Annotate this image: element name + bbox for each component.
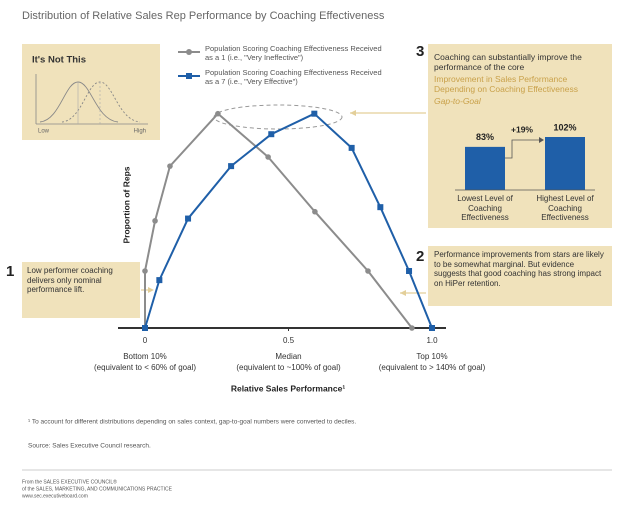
bar — [545, 137, 585, 190]
callout-number: 1 — [6, 263, 14, 280]
x-tick-note: (equivalent to < 60% of goal) — [94, 363, 196, 372]
point — [265, 154, 271, 160]
value-label: 83% — [476, 132, 494, 142]
point — [268, 131, 275, 138]
arrow-head — [400, 290, 406, 296]
x-tick-label: 1.0 — [426, 336, 438, 345]
x-tick-note: Median — [275, 352, 301, 361]
callout-text: Low performer coaching delivers only nom… — [27, 266, 113, 295]
legend-swatch — [186, 49, 192, 55]
peak-highlight — [213, 104, 343, 130]
legend-label: Population Scoring Coaching Effectivenes… — [205, 68, 382, 86]
page-title: Distribution of Relative Sales Rep Perfo… — [22, 10, 385, 22]
point — [185, 215, 192, 222]
arrow-head — [148, 287, 154, 293]
point — [365, 268, 371, 274]
category-label: Highest Level of Coaching Effectiveness — [536, 194, 594, 223]
inset-title: It's Not This — [32, 55, 86, 66]
callout-box — [428, 246, 612, 306]
x-tick-label: 0 — [143, 336, 148, 345]
x-tick-note: Top 10% — [416, 352, 447, 361]
point — [311, 110, 318, 117]
y-axis-title: Proportion of Reps — [121, 166, 131, 243]
point — [348, 144, 355, 151]
callout-number: 3 — [416, 43, 424, 60]
x-tick-note: (equivalent to ~100% of goal) — [236, 363, 341, 372]
point — [215, 110, 221, 117]
inset-chart-subtitle: Gap-to-Goal — [434, 96, 481, 106]
x-axis-title: Relative Sales Performance¹ — [231, 383, 346, 393]
inset-high: High — [134, 129, 146, 135]
x-tick-note: Bottom 10% — [123, 352, 167, 361]
point — [406, 268, 413, 274]
point — [377, 204, 384, 211]
point — [167, 163, 173, 169]
footer-line: of the SALES, MARKETING, AND COMMUNICATI… — [22, 486, 173, 492]
point — [409, 325, 415, 331]
series-line — [144, 112, 413, 329]
point — [228, 163, 235, 170]
callout-number: 2 — [416, 248, 424, 265]
point — [156, 277, 163, 284]
point — [429, 325, 435, 331]
arrow-head — [350, 110, 356, 116]
category-label: Lowest Level of Coaching Effectiveness — [457, 194, 513, 223]
diff-arrow — [505, 139, 540, 159]
diff-arrow-head — [539, 137, 544, 143]
point — [142, 325, 148, 331]
source: Source: Sales Executive Council research… — [28, 443, 151, 450]
callout-box — [428, 44, 612, 228]
diff-label: +19% — [511, 124, 533, 134]
x-tick-label: 0.5 — [283, 336, 295, 345]
callout-box — [22, 262, 140, 318]
inset-low: Low — [38, 129, 50, 135]
footnote: ¹ To account for different distributions… — [28, 419, 356, 426]
point — [142, 268, 148, 274]
point — [152, 218, 158, 224]
callout-text: Coaching can substantially improve the p… — [434, 52, 582, 73]
legend-label: Population Scoring Coaching Effectivenes… — [205, 44, 382, 62]
x-tick-note: (equivalent to > 140% of goal) — [379, 363, 486, 372]
footer-line: www.sec.executiveboard.com — [22, 493, 88, 499]
legend-swatch — [186, 73, 192, 79]
footer-line: From the SALES EXECUTIVE COUNCIL® — [22, 478, 117, 485]
point — [312, 208, 318, 215]
inset-chart-title: Improvement in Sales Performance Dependi… — [434, 74, 578, 95]
bar — [465, 146, 505, 190]
value-label: 102% — [553, 122, 576, 132]
series-line — [144, 112, 433, 329]
callout-text: Performance improvements from stars are … — [434, 250, 604, 288]
